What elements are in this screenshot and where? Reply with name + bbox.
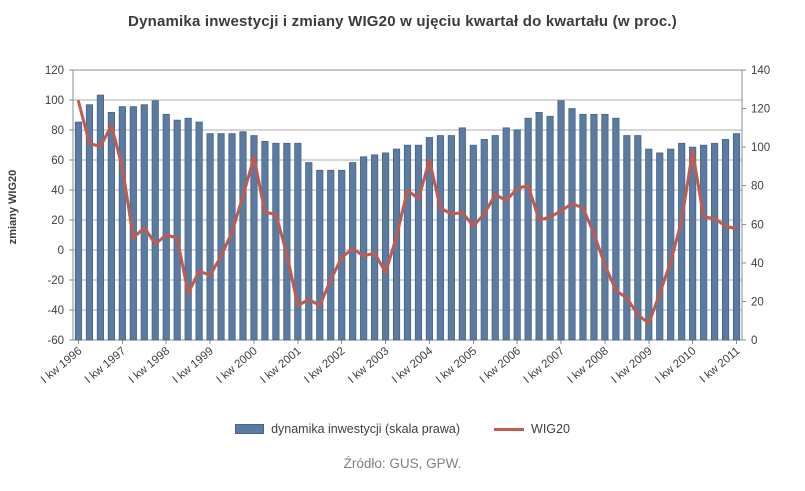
- svg-text:40: 40: [751, 258, 764, 270]
- svg-text:I kw 2003: I kw 2003: [346, 345, 391, 386]
- bar-series-swatch: [235, 424, 265, 434]
- svg-text:I kw 2011: I kw 2011: [698, 345, 743, 385]
- svg-text:-20: -20: [47, 275, 64, 287]
- svg-text:80: 80: [51, 125, 64, 137]
- svg-text:20: 20: [51, 215, 64, 227]
- svg-text:140: 140: [751, 65, 770, 77]
- svg-text:I kw 2004: I kw 2004: [390, 345, 436, 386]
- chart-title: Dynamika inwestycji i zmiany WIG20 w uję…: [128, 13, 677, 30]
- legend-label-investment: dynamika inwestycji (skala prawa): [271, 422, 461, 436]
- svg-text:I kw 2007: I kw 2007: [522, 345, 567, 386]
- svg-text:20: 20: [751, 296, 764, 308]
- svg-text:I kw 2000: I kw 2000: [214, 345, 259, 386]
- svg-text:40: 40: [51, 185, 64, 197]
- svg-text:I kw 1996: I kw 1996: [39, 345, 84, 386]
- svg-text:60: 60: [51, 155, 64, 167]
- svg-text:100: 100: [751, 142, 770, 154]
- svg-text:I kw 1998: I kw 1998: [127, 345, 172, 386]
- svg-text:60: 60: [751, 219, 764, 231]
- svg-text:100: 100: [45, 95, 64, 107]
- source-note: Źródło: GUS, GPW.: [343, 456, 462, 471]
- svg-text:I kw 1997: I kw 1997: [83, 345, 128, 386]
- legend-item-investment: dynamika inwestycji (skala prawa): [235, 422, 460, 436]
- svg-text:I kw 2002: I kw 2002: [302, 345, 347, 386]
- svg-text:I kw 2008: I kw 2008: [565, 345, 610, 386]
- svg-text:0: 0: [58, 245, 64, 257]
- legend-item-wig20: WIG20: [494, 422, 570, 436]
- svg-text:120: 120: [751, 104, 770, 116]
- chart-legend: dynamika inwestycji (skala prawa) WIG20: [0, 419, 805, 439]
- svg-text:I kw 2010: I kw 2010: [653, 345, 698, 386]
- svg-text:0: 0: [751, 335, 757, 347]
- line-series-swatch: [494, 427, 525, 431]
- svg-text:I kw 2009: I kw 2009: [609, 345, 654, 386]
- svg-text:I kw 1999: I kw 1999: [171, 345, 216, 386]
- svg-text:120: 120: [45, 65, 64, 77]
- svg-text:I kw 2005: I kw 2005: [434, 345, 479, 386]
- svg-text:I kw 2006: I kw 2006: [478, 345, 523, 386]
- svg-text:-40: -40: [47, 305, 64, 317]
- svg-text:-60: -60: [47, 335, 64, 347]
- svg-text:80: 80: [751, 181, 764, 193]
- plot-area: 120 100 80 60 40 20 0 -20 -40 -60 140 120 100 80 60 40 2…: [39, 65, 770, 386]
- legend-label-wig20: WIG20: [531, 422, 570, 436]
- svg-text:I kw 2001: I kw 2001: [258, 345, 303, 386]
